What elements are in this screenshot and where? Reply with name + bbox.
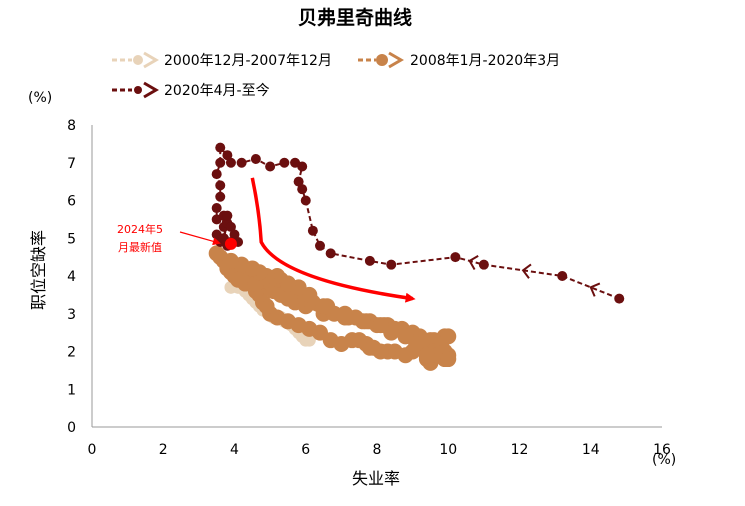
x-ticks: 0 2 4 6 8 10 12 14 16 bbox=[88, 442, 671, 458]
series-2-point bbox=[372, 317, 389, 334]
y-tick-label: 7 bbox=[67, 156, 76, 172]
series-2-point bbox=[397, 328, 414, 345]
legend-label-series-1: 2000年12月-2007年12月 bbox=[164, 53, 332, 69]
legend-entry-series-2: 2008年1月-2020年3月 bbox=[358, 51, 560, 69]
latest-value-marker bbox=[224, 237, 237, 250]
x-tick-label: 2 bbox=[159, 442, 168, 458]
legend-entry-series-3: 2020年4月-至今 bbox=[112, 81, 270, 99]
series-3-point bbox=[300, 195, 311, 206]
series-2-point bbox=[440, 351, 457, 368]
series-3-point bbox=[265, 161, 276, 172]
series-3-point bbox=[222, 150, 233, 161]
x-tick-label: 16 bbox=[653, 442, 671, 458]
series-3-point bbox=[297, 184, 308, 195]
series-3-point bbox=[215, 191, 226, 202]
annotation-line-2: 月最新值 bbox=[118, 240, 162, 254]
y-tick-label: 1 bbox=[67, 382, 76, 398]
x-axis-unit: (%) bbox=[652, 452, 676, 468]
annotation-latest: 2024年5 月最新值 bbox=[117, 222, 221, 254]
series-2 bbox=[208, 245, 457, 371]
x-tick-label: 8 bbox=[373, 442, 382, 458]
annotation-pointer bbox=[179, 231, 221, 246]
legend-label-series-3: 2020年4月-至今 bbox=[164, 83, 270, 99]
series-3-point bbox=[293, 176, 304, 187]
series-3-point bbox=[236, 157, 247, 168]
series-3-point bbox=[229, 229, 240, 240]
series-3-point bbox=[225, 157, 236, 168]
annotation-line-1: 2024年5 bbox=[117, 222, 163, 236]
legend: 2000年12月-2007年12月 2008年1月-2020年3月 2020年4… bbox=[112, 51, 560, 99]
series-3-point bbox=[279, 157, 290, 168]
y-tick-label: 5 bbox=[67, 231, 76, 247]
series-3-point bbox=[478, 259, 489, 270]
x-tick-label: 12 bbox=[511, 442, 529, 458]
series-3-point bbox=[450, 252, 461, 263]
y-tick-label: 3 bbox=[67, 307, 76, 323]
series-3-point bbox=[225, 221, 236, 232]
series-3-point bbox=[215, 180, 226, 191]
y-tick-label: 8 bbox=[67, 118, 76, 134]
series-2-point bbox=[336, 305, 353, 322]
y-tick-label: 4 bbox=[67, 269, 76, 285]
series-3-point bbox=[386, 259, 397, 270]
x-tick-label: 4 bbox=[230, 442, 239, 458]
series-layer bbox=[208, 142, 625, 371]
series-3-point bbox=[211, 169, 222, 180]
direction-chevron bbox=[589, 282, 601, 297]
y-tick-label: 2 bbox=[67, 345, 76, 361]
series-3-point bbox=[325, 248, 336, 259]
y-tick-label: 0 bbox=[67, 420, 76, 436]
y-ticks: 0 1 2 3 4 5 6 7 8 bbox=[67, 118, 76, 436]
trend-arrow bbox=[250, 177, 416, 303]
series-3-point bbox=[215, 157, 226, 168]
series-2-point bbox=[319, 298, 336, 315]
series-3-point bbox=[315, 240, 325, 251]
direction-chevron bbox=[521, 263, 532, 279]
series-2-point bbox=[222, 252, 239, 269]
series-3-point bbox=[307, 225, 318, 236]
series-3-point bbox=[215, 142, 226, 153]
series-3-point bbox=[211, 203, 222, 214]
series-3-point bbox=[290, 157, 301, 168]
legend-entry-series-1: 2000年12月-2007年12月 bbox=[112, 51, 332, 69]
series-3-point bbox=[614, 293, 625, 304]
y-axis-label: 职位空缺率 bbox=[29, 230, 48, 310]
chart-title: 贝弗里奇曲线 bbox=[298, 6, 412, 29]
x-tick-label: 0 bbox=[88, 442, 97, 458]
x-tick-label: 14 bbox=[582, 442, 600, 458]
direction-chevron bbox=[468, 255, 479, 270]
x-tick-label: 6 bbox=[301, 442, 310, 458]
series-3-point bbox=[364, 255, 375, 266]
x-tick-label: 10 bbox=[439, 442, 457, 458]
series-2-point bbox=[354, 313, 371, 330]
series-2-point bbox=[418, 347, 435, 364]
series-3-point bbox=[557, 271, 568, 281]
y-axis-unit: (%) bbox=[28, 90, 52, 106]
series-3 bbox=[211, 142, 625, 304]
legend-label-series-2: 2008年1月-2020年3月 bbox=[410, 53, 560, 69]
x-axis-label: 失业率 bbox=[352, 469, 400, 488]
series-3-point bbox=[222, 210, 233, 221]
y-tick-label: 6 bbox=[67, 194, 76, 210]
series-3-point bbox=[250, 153, 261, 164]
